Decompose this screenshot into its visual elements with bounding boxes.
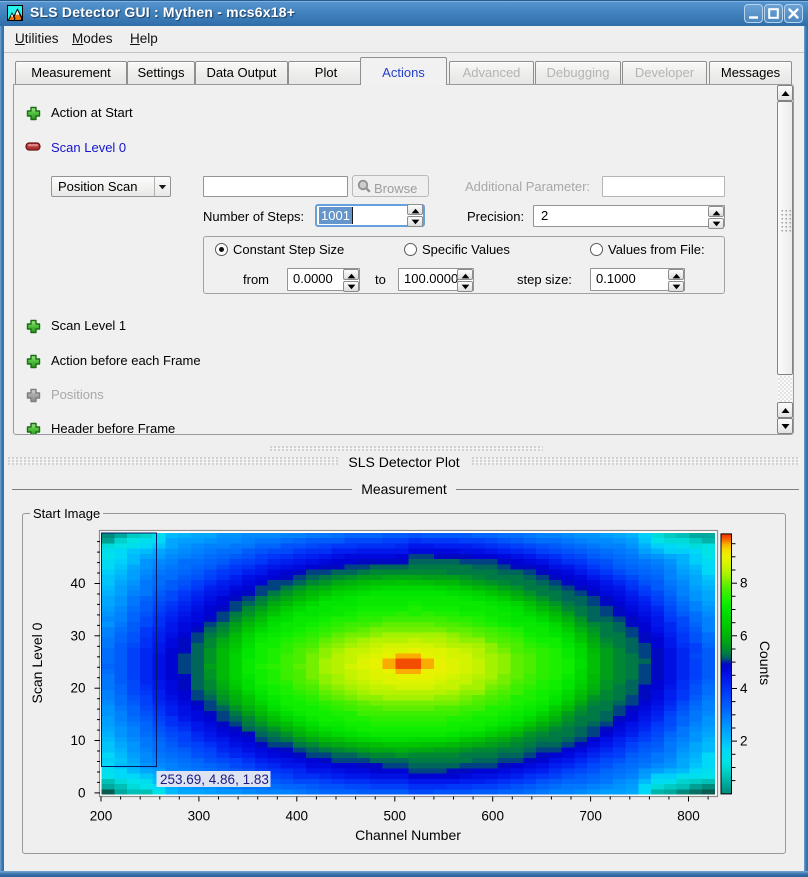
svg-text:20: 20 [70,681,85,696]
svg-text:Counts: Counts [757,641,773,685]
svg-text:500: 500 [384,809,407,824]
svg-text:4: 4 [740,681,748,696]
svg-text:6: 6 [740,628,748,643]
svg-text:8: 8 [740,576,748,591]
svg-text:700: 700 [579,809,602,824]
svg-text:10: 10 [70,733,85,748]
svg-text:0: 0 [78,785,86,800]
svg-text:2: 2 [740,734,748,749]
svg-text:Scan Level 0: Scan Level 0 [29,622,45,703]
svg-text:600: 600 [481,809,504,824]
svg-text:40: 40 [70,576,85,591]
svg-text:300: 300 [188,809,211,824]
svg-text:30: 30 [70,628,85,643]
svg-text:Channel Number: Channel Number [355,827,461,843]
svg-text:253.69, 4.86, 1.83: 253.69, 4.86, 1.83 [160,772,269,787]
svg-text:200: 200 [90,809,113,824]
svg-text:800: 800 [677,809,700,824]
svg-text:400: 400 [286,809,309,824]
